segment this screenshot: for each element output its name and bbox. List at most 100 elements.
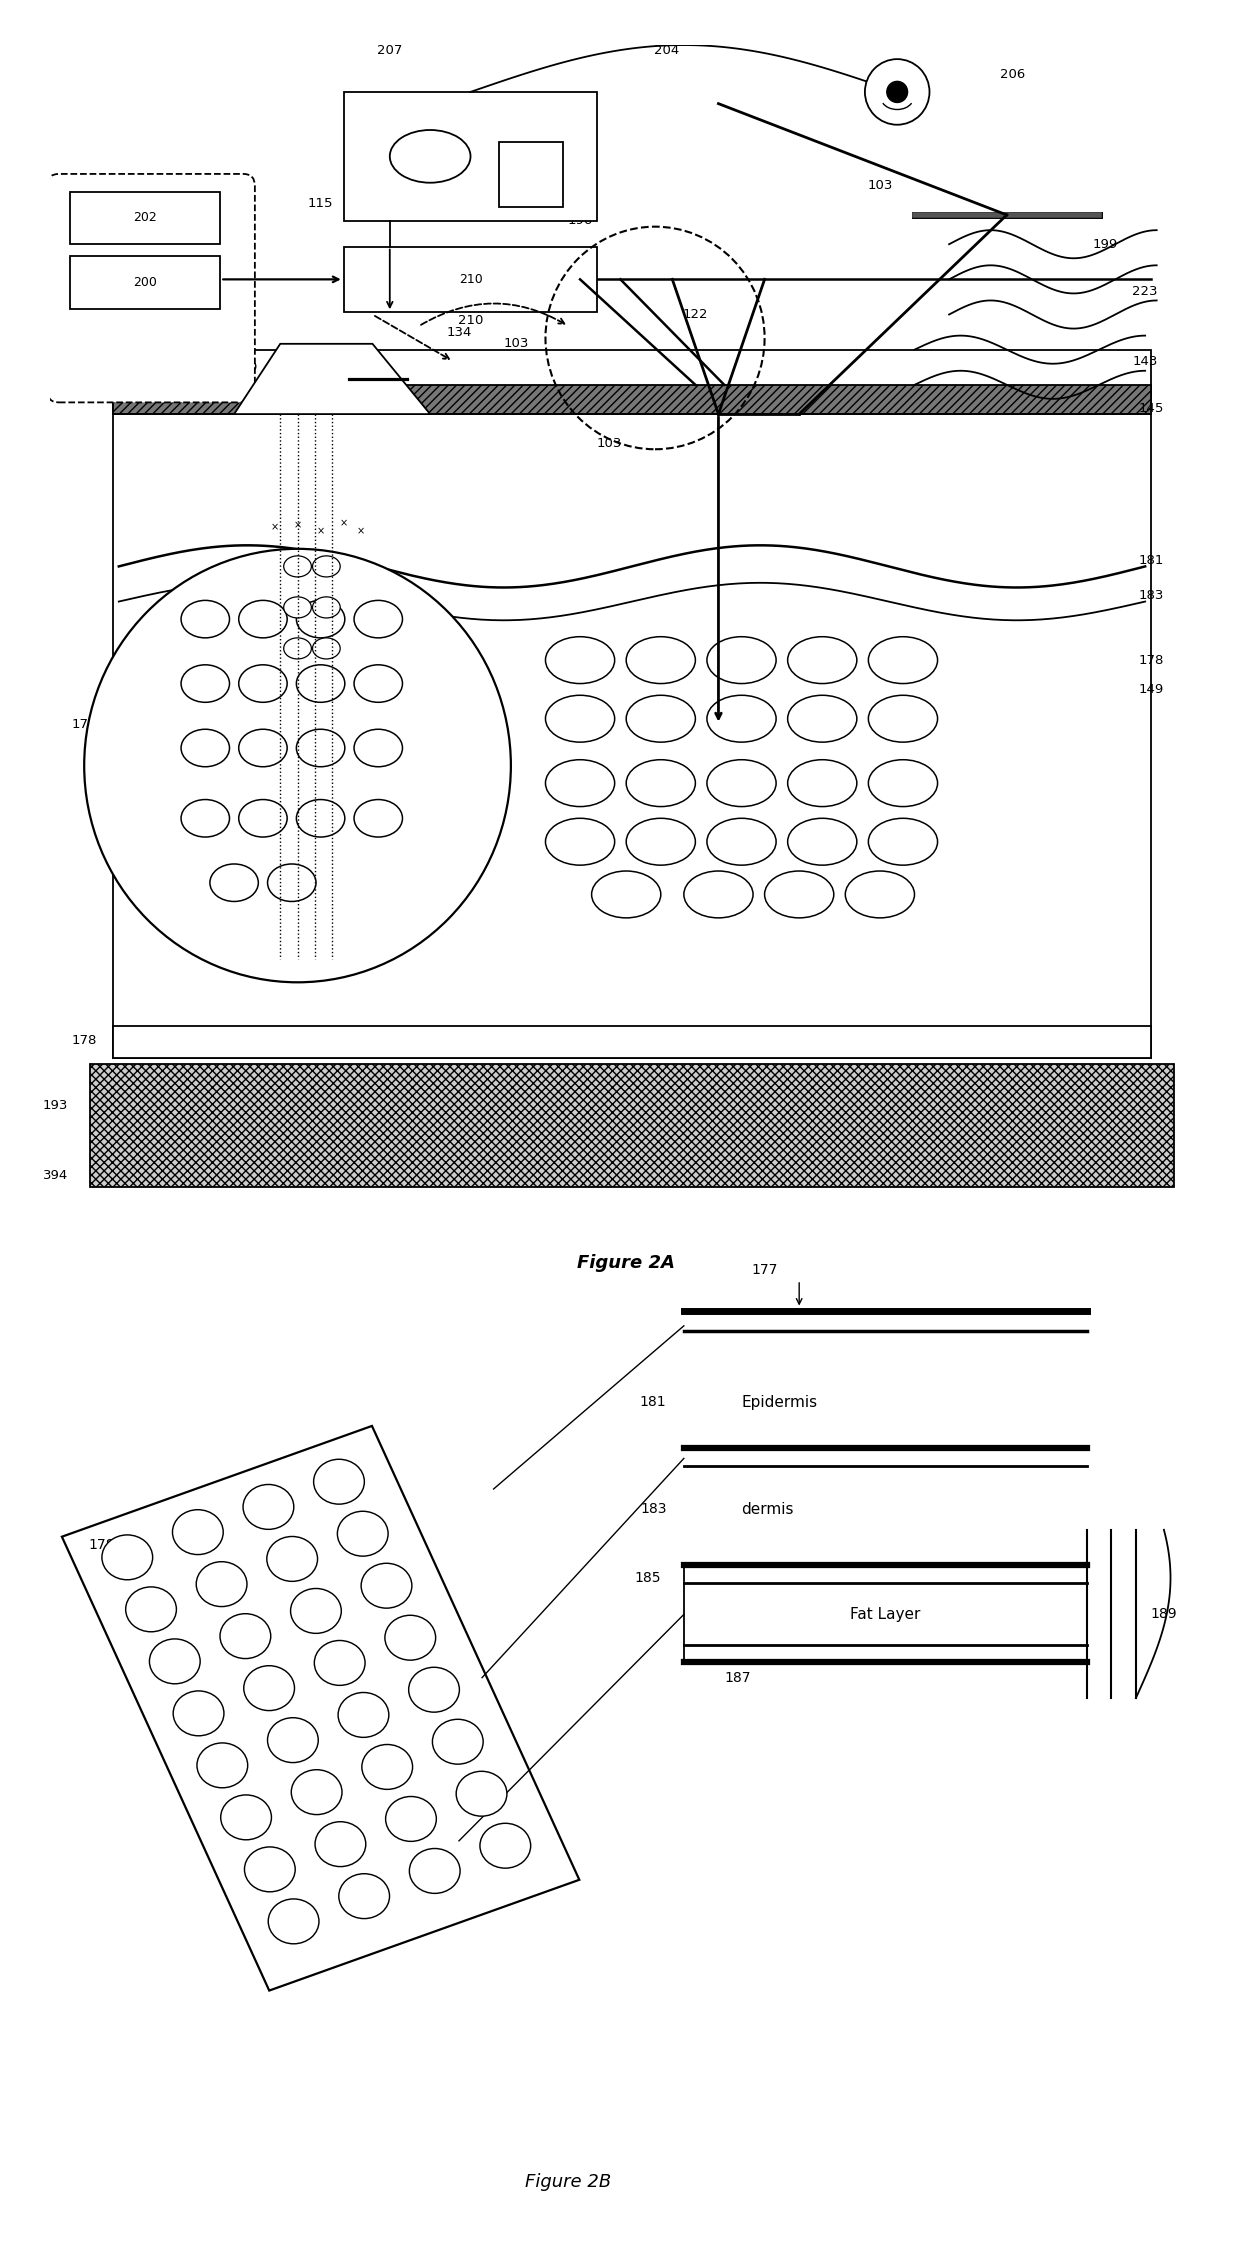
Circle shape <box>267 1537 317 1582</box>
Text: ×: × <box>357 527 365 536</box>
Circle shape <box>244 1847 295 1893</box>
Bar <box>91 1063 1174 1187</box>
Ellipse shape <box>765 872 833 917</box>
Ellipse shape <box>239 599 288 638</box>
Circle shape <box>409 1847 460 1893</box>
Circle shape <box>456 1771 507 1816</box>
Text: 122: 122 <box>683 309 708 320</box>
Text: 196: 196 <box>568 214 593 228</box>
Ellipse shape <box>546 818 615 865</box>
Circle shape <box>433 1719 484 1764</box>
Bar <box>71 192 221 243</box>
Circle shape <box>362 1744 413 1789</box>
Circle shape <box>219 1613 270 1658</box>
Ellipse shape <box>626 696 696 741</box>
Ellipse shape <box>707 818 776 865</box>
Text: 183: 183 <box>1138 590 1163 602</box>
Ellipse shape <box>284 556 311 577</box>
Text: 210: 210 <box>459 273 482 286</box>
Circle shape <box>314 1640 365 1685</box>
Ellipse shape <box>296 665 345 703</box>
Ellipse shape <box>355 599 403 638</box>
Circle shape <box>337 1512 388 1557</box>
Text: 207: 207 <box>377 45 403 56</box>
Text: 181: 181 <box>640 1395 667 1410</box>
Circle shape <box>150 1638 200 1683</box>
Circle shape <box>102 1534 153 1579</box>
Text: 199: 199 <box>1092 239 1117 250</box>
Polygon shape <box>62 1426 579 1992</box>
Text: 210: 210 <box>458 313 484 327</box>
Bar <box>500 142 563 207</box>
Circle shape <box>172 1510 223 1555</box>
Circle shape <box>339 1874 389 1920</box>
Bar <box>71 257 221 309</box>
Bar <box>113 385 1151 415</box>
Ellipse shape <box>312 597 340 617</box>
Ellipse shape <box>296 800 345 838</box>
Ellipse shape <box>296 730 345 766</box>
Text: 187: 187 <box>724 1672 750 1685</box>
Ellipse shape <box>868 759 937 807</box>
Ellipse shape <box>626 638 696 683</box>
Ellipse shape <box>181 730 229 766</box>
Text: Figure 2B: Figure 2B <box>526 2174 611 2192</box>
Ellipse shape <box>868 696 937 741</box>
Ellipse shape <box>591 872 661 917</box>
Text: 204: 204 <box>653 45 680 56</box>
Ellipse shape <box>787 818 857 865</box>
Text: 215: 215 <box>510 291 536 304</box>
Polygon shape <box>234 345 430 415</box>
Text: 149: 149 <box>1138 683 1163 696</box>
Text: 133: 133 <box>66 360 92 374</box>
Text: 103: 103 <box>867 180 893 192</box>
Text: 202: 202 <box>100 210 125 221</box>
Text: 189: 189 <box>1151 1606 1178 1622</box>
Text: 202: 202 <box>134 212 157 225</box>
Text: 178: 178 <box>72 1034 97 1048</box>
Circle shape <box>268 1899 319 1944</box>
Ellipse shape <box>707 696 776 741</box>
Bar <box>113 1025 1151 1059</box>
Ellipse shape <box>626 818 696 865</box>
Text: 178: 178 <box>1138 653 1163 667</box>
Text: 115: 115 <box>308 196 334 210</box>
Text: 179: 179 <box>233 360 258 374</box>
Text: 103: 103 <box>596 437 621 451</box>
Text: 185: 185 <box>635 1570 661 1584</box>
Ellipse shape <box>355 665 403 703</box>
Text: 143: 143 <box>1132 356 1158 367</box>
Circle shape <box>339 1692 389 1737</box>
Bar <box>113 349 1151 1059</box>
Ellipse shape <box>868 818 937 865</box>
Circle shape <box>386 1796 436 1841</box>
Ellipse shape <box>684 872 753 917</box>
Bar <box>113 385 1151 415</box>
Text: 223: 223 <box>1132 284 1158 297</box>
Text: Fat Layer: Fat Layer <box>851 1606 921 1622</box>
Ellipse shape <box>846 872 915 917</box>
Text: 177: 177 <box>751 1262 777 1277</box>
Circle shape <box>243 1485 294 1530</box>
Ellipse shape <box>707 759 776 807</box>
Ellipse shape <box>284 597 311 617</box>
Circle shape <box>315 1823 366 1865</box>
Ellipse shape <box>868 638 937 683</box>
Ellipse shape <box>239 730 288 766</box>
Text: 145: 145 <box>1138 401 1163 415</box>
Circle shape <box>361 1564 412 1609</box>
Ellipse shape <box>389 131 470 182</box>
Circle shape <box>84 550 511 982</box>
Bar <box>343 246 598 313</box>
Circle shape <box>384 1615 435 1660</box>
Circle shape <box>196 1561 247 1606</box>
Ellipse shape <box>787 759 857 807</box>
Ellipse shape <box>787 638 857 683</box>
Circle shape <box>314 1460 365 1505</box>
Circle shape <box>866 59 930 124</box>
Ellipse shape <box>355 730 403 766</box>
Ellipse shape <box>239 665 288 703</box>
Text: dermis: dermis <box>742 1503 794 1516</box>
Text: 103: 103 <box>503 338 529 349</box>
Circle shape <box>268 1717 319 1762</box>
